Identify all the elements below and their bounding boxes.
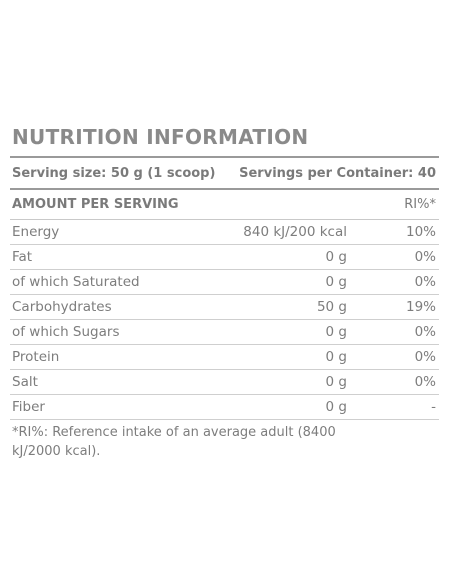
footnote: *RI%: Reference intake of an average adu… xyxy=(12,425,336,459)
row-label: Fat xyxy=(12,249,33,265)
row-label: of which Sugars xyxy=(12,324,120,340)
ri-header: RI%* xyxy=(404,197,436,212)
page-title: NUTRITION INFORMATION xyxy=(12,125,309,149)
row-label: of which Saturated xyxy=(12,274,140,290)
row-amount: 840 kJ/200 kcal xyxy=(243,224,347,240)
row-label: Salt xyxy=(12,374,38,390)
table-row: Carbohydrates 50 g 19% xyxy=(10,295,439,320)
table-row: Fiber 0 g - xyxy=(10,395,439,420)
table-row: Energy 840 kJ/200 kcal 10% xyxy=(10,220,439,245)
serving-divider xyxy=(10,188,439,190)
row-ri: 19% xyxy=(405,299,436,315)
row-ri: 0% xyxy=(414,249,436,265)
row-ri: 0% xyxy=(414,374,436,390)
servings-per-container: Servings per Container: 40 xyxy=(239,165,436,181)
row-amount: 50 g xyxy=(316,299,347,315)
amount-per-serving-header: AMOUNT PER SERVING xyxy=(12,197,179,212)
nutrition-panel: NUTRITION INFORMATION Serving size: 50 g… xyxy=(10,118,439,461)
title-divider xyxy=(10,156,439,158)
row-amount: 0 g xyxy=(325,274,347,290)
row-label: Energy xyxy=(12,224,60,240)
table-header: AMOUNT PER SERVING RI%* xyxy=(10,190,439,219)
header-divider xyxy=(10,219,439,220)
row-label: Carbohydrates xyxy=(12,299,112,315)
serving-size: Serving size: 50 g (1 scoop) xyxy=(12,165,216,181)
row-ri: 10% xyxy=(405,224,436,240)
row-amount: 0 g xyxy=(325,324,347,340)
table-row: Salt 0 g 0% xyxy=(10,370,439,395)
nutrition-table: Energy 840 kJ/200 kcal 10% Fat 0 g 0% of… xyxy=(10,220,439,420)
row-amount: 0 g xyxy=(325,249,347,265)
row-ri: - xyxy=(431,399,436,415)
row-amount: 0 g xyxy=(325,349,347,365)
serving-row: Serving size: 50 g (1 scoop) Servings pe… xyxy=(10,158,439,188)
table-row: of which Sugars 0 g 0% xyxy=(10,320,439,345)
table-row: Protein 0 g 0% xyxy=(10,345,439,370)
row-label: Protein xyxy=(12,349,60,365)
table-row: of which Saturated 0 g 0% xyxy=(10,270,439,295)
row-ri: 0% xyxy=(414,274,436,290)
row-ri: 0% xyxy=(414,349,436,365)
row-ri: 0% xyxy=(414,324,436,340)
row-amount: 0 g xyxy=(325,374,347,390)
row-amount: 0 g xyxy=(325,399,347,415)
row-label: Fiber xyxy=(12,399,45,415)
table-row: Fat 0 g 0% xyxy=(10,245,439,270)
